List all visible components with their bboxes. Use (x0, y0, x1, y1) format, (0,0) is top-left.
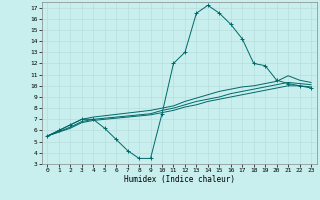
X-axis label: Humidex (Indice chaleur): Humidex (Indice chaleur) (124, 175, 235, 184)
